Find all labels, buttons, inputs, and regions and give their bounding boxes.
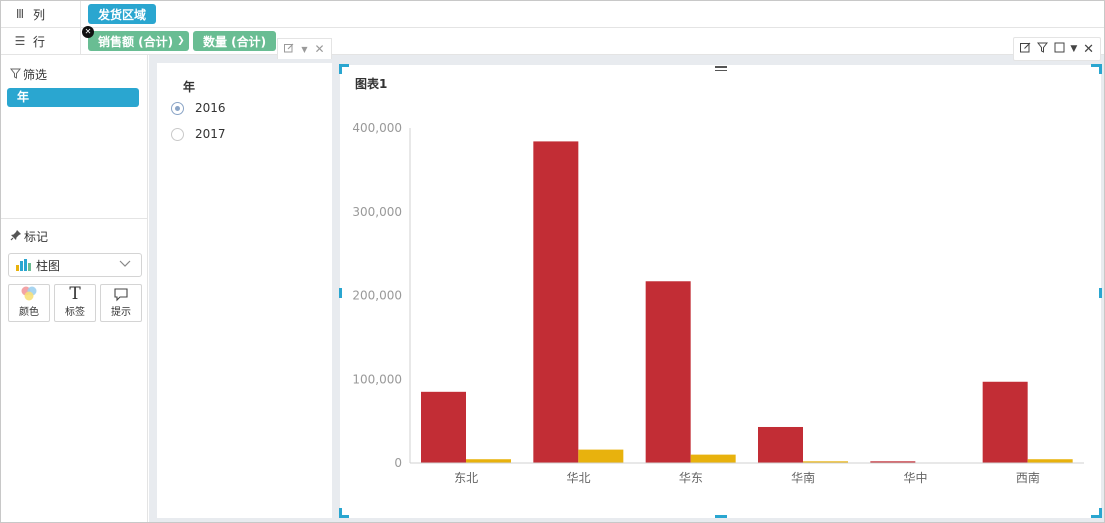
row-field-label-sales: 销售额 (合计) (98, 34, 174, 49)
resize-handle-tr-h[interactable] (1091, 64, 1102, 67)
chart-type-value: 柱图 (36, 258, 61, 273)
year-option-2016[interactable]: 2016 (171, 101, 226, 115)
bar-sales[interactable] (982, 381, 1028, 463)
edit-icon[interactable] (284, 43, 294, 56)
x-tick-label: 西南 (1016, 470, 1040, 485)
bar-sales[interactable] (758, 426, 803, 463)
dropdown-icon[interactable]: ▼ (1070, 44, 1078, 54)
chevron-down-icon (119, 257, 131, 272)
bar-quantity[interactable] (803, 461, 848, 463)
resize-handle-bl-h[interactable] (339, 515, 349, 518)
drag-handle-icon[interactable] (715, 66, 727, 74)
dropdown-icon[interactable]: ▼ (301, 44, 308, 54)
columns-shelf-label: Ⅲ 列 (1, 1, 81, 27)
filter-field-year[interactable]: 年 (7, 88, 139, 107)
rows-shelf-label: ☰ 行 (1, 28, 81, 54)
resize-handle-right[interactable] (1099, 288, 1102, 298)
radio-unselected-icon[interactable] (171, 127, 184, 141)
rows-label-text: 行 (33, 34, 46, 49)
y-axis: 0 100,000 200,000 300,000 400,000 (352, 121, 411, 470)
bar-chart-icon (16, 259, 31, 271)
filter-icon[interactable] (1036, 42, 1048, 56)
bar-sales[interactable] (533, 141, 579, 463)
speech-bubble-icon (113, 285, 129, 303)
resize-handle-left[interactable] (339, 288, 342, 298)
resize-handle-br-h[interactable] (1091, 515, 1102, 518)
chevron-down-icon[interactable]: ❯ (177, 36, 185, 46)
rows-icon: ☰ (14, 34, 26, 48)
bar-sales[interactable] (645, 281, 691, 463)
resize-handle-tl-h[interactable] (339, 64, 349, 67)
resize-handle-bl-v[interactable] (339, 508, 342, 518)
x-tick-label: 华南 (791, 470, 815, 485)
x-tick-label: 东北 (454, 471, 478, 485)
maximize-icon[interactable] (1054, 42, 1065, 56)
text-icon: T (69, 283, 81, 304)
year-option-2017[interactable]: 2017 (171, 127, 226, 141)
x-tick-label: 华中 (903, 470, 927, 485)
resize-handle-tr-v[interactable] (1099, 64, 1102, 74)
columns-shelf: Ⅲ 列 发货区域 (1, 1, 1104, 28)
color-button[interactable]: 颜色 (8, 284, 50, 322)
panel-divider (1, 218, 148, 219)
edit-icon[interactable] (1019, 42, 1031, 56)
bar-quantity[interactable] (1027, 459, 1073, 463)
left-panel: 筛选 年 标记 柱图 颜色 T 标签 提示 (1, 55, 148, 522)
tooltip-button[interactable]: 提示 (100, 284, 142, 322)
y-tick-label: 200,000 (352, 289, 402, 303)
filter-section-title: 筛选 (9, 66, 48, 83)
filter-icon (9, 68, 22, 82)
x-tick-label: 华北 (566, 471, 590, 485)
chart-widget-toolbar: ▼ ✕ (1013, 37, 1101, 61)
resize-handle-br-v[interactable] (1099, 508, 1102, 518)
chart-type-select[interactable]: 柱图 (8, 253, 142, 277)
color-button-label: 颜色 (19, 307, 39, 318)
label-button-label: 标签 (65, 307, 85, 318)
year-filter-title: 年 (183, 80, 196, 94)
chart-title: 图表1 (355, 77, 388, 91)
label-button[interactable]: T 标签 (54, 284, 96, 322)
row-field-label-quantity: 数量 (合计) (203, 34, 267, 49)
pin-icon (10, 229, 22, 244)
close-icon[interactable]: ✕ (314, 42, 325, 56)
filter-title-text: 筛选 (23, 68, 48, 82)
rows-shelf: ☰ 行 ✕ 销售额 (合计) ❯ 数量 (合计) (1, 26, 1104, 55)
columns-icon: Ⅲ (15, 7, 25, 21)
y-tick-label: 0 (394, 456, 402, 470)
bar-quantity[interactable] (690, 454, 736, 463)
bar-sales[interactable] (870, 461, 916, 463)
chart-widget[interactable] (340, 65, 1101, 518)
marks-section-title: 标记 (10, 228, 48, 245)
bar-quantity[interactable] (578, 449, 624, 463)
bar-quantity[interactable] (466, 459, 511, 463)
bar-chart: 0 100,000 200,000 300,000 400,000 东北 华北 华东 华南 华中… (352, 121, 1084, 485)
x-tick-label: 华东 (679, 471, 703, 485)
resize-handle-bottom[interactable] (715, 515, 727, 518)
bar-sales[interactable] (421, 391, 466, 463)
y-tick-label: 400,000 (352, 121, 402, 135)
y-tick-label: 300,000 (352, 205, 402, 219)
column-field-label: 发货区域 (98, 7, 147, 22)
resize-handle-tl-v[interactable] (339, 64, 342, 74)
column-field-pill[interactable]: 发货区域 (88, 4, 157, 24)
year-filter-widget: 年 2016 2017 (157, 63, 332, 518)
remove-field-icon[interactable]: ✕ (82, 26, 94, 38)
columns-label-text: 列 (33, 7, 46, 22)
radio-selected-icon[interactable] (171, 101, 184, 115)
y-tick-label: 100,000 (352, 372, 402, 386)
tooltip-button-label: 提示 (111, 307, 131, 318)
year-option-label: 2017 (195, 127, 226, 141)
x-axis: 东北 华北 华东 华南 华中 西南 (410, 462, 1084, 485)
filter-widget-toolbar: ▼ ✕ (277, 38, 332, 59)
color-palette-icon (20, 285, 38, 303)
bar-marks (421, 141, 1073, 463)
year-option-label: 2016 (195, 101, 226, 115)
row-field-pill-quantity[interactable]: 数量 (合计) (193, 31, 277, 51)
row-field-pill-sales[interactable]: ✕ 销售额 (合计) ❯ (82, 26, 189, 51)
close-icon[interactable]: ✕ (1083, 41, 1095, 57)
marks-title-text: 标记 (24, 230, 49, 244)
